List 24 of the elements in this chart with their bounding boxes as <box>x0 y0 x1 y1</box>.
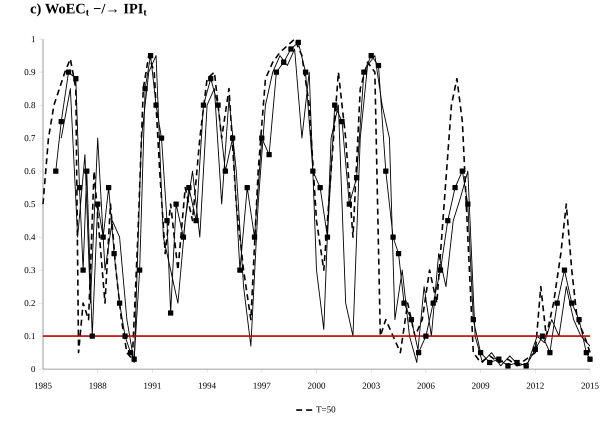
y-tick-label: 0.6 <box>24 168 36 174</box>
y-tick-label: 0 <box>31 366 36 372</box>
y-tick-label: 1 <box>32 36 35 42</box>
x-tick-label: 2000 <box>308 382 326 389</box>
x-tick-label: 1994 <box>198 382 216 389</box>
x-tick-label: 1985 <box>34 382 52 389</box>
y-tick-label: 0.9 <box>24 69 36 76</box>
y-tick-label: 0.4 <box>24 234 36 240</box>
chart-title: c) WoEC$_{t}$ −/→ IPI$_{t}$ <box>30 3 147 16</box>
y-tick-label: 0.8 <box>24 102 36 108</box>
y-tick-label: 0.5 <box>24 201 36 208</box>
x-tick-label: 1991 <box>144 382 161 389</box>
x-tick-label: 1997 <box>254 382 271 389</box>
x-tick-label: 2015 <box>581 382 599 389</box>
x-tick-label: 1988 <box>89 382 106 389</box>
y-tick-label: 0.3 <box>24 267 36 274</box>
x-tick-label: 2012 <box>526 382 544 389</box>
y-tick-label: 0.2 <box>24 300 35 306</box>
x-tick-label: 2009 <box>472 382 490 389</box>
legend-label: T=50 <box>316 406 336 412</box>
x-tick-label: 2003 <box>362 382 380 389</box>
x-tick-label: 2006 <box>417 382 435 389</box>
y-tick-label: 0.1 <box>24 333 35 340</box>
y-tick-label: 0.7 <box>24 135 36 142</box>
